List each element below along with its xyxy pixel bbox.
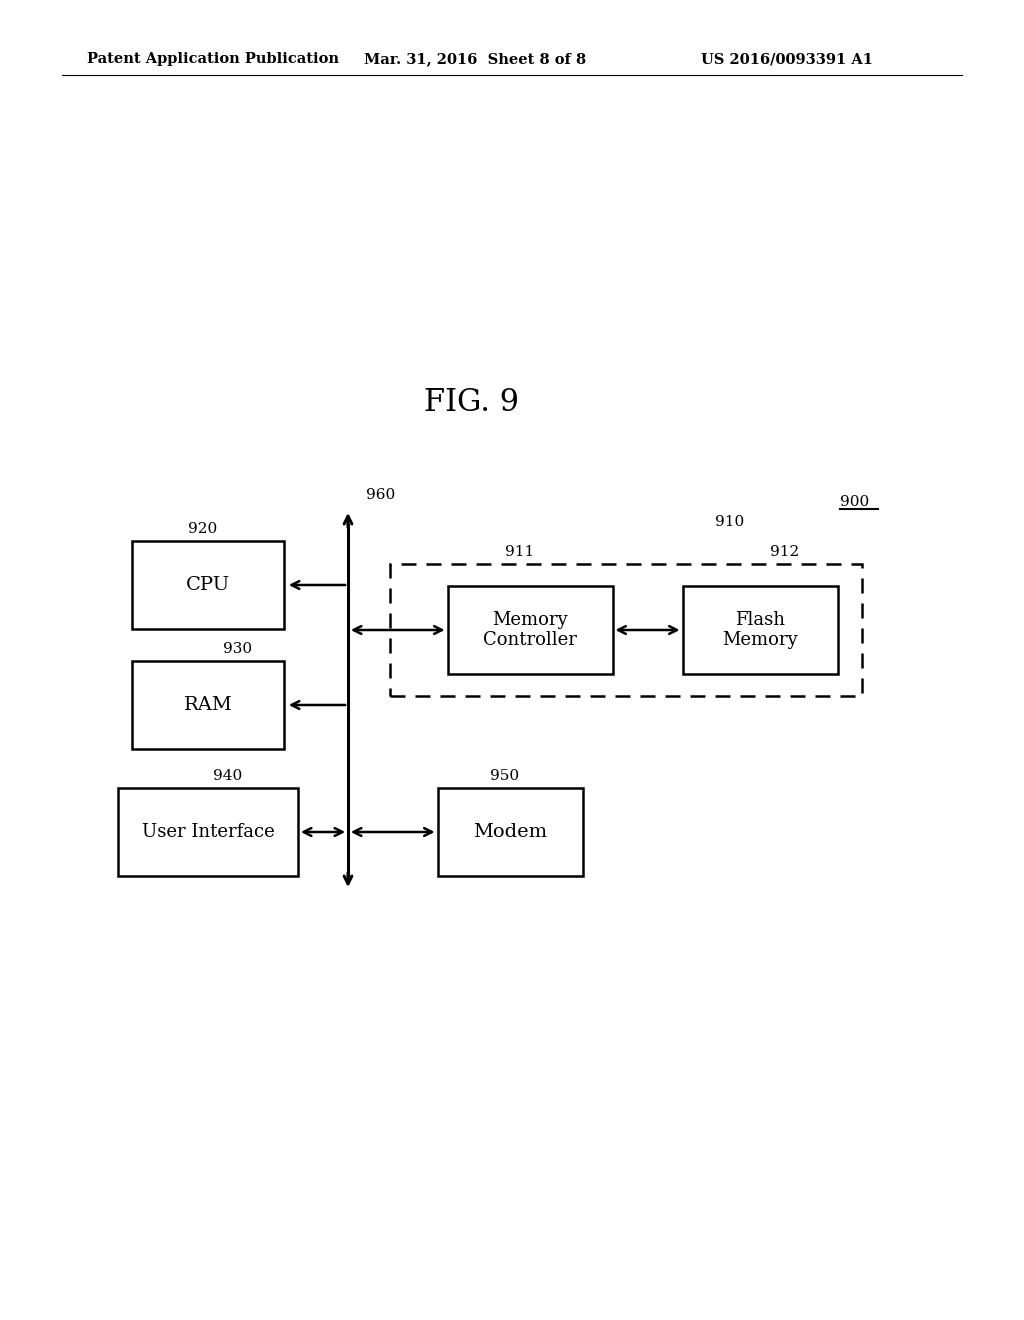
Text: Memory
Controller: Memory Controller xyxy=(483,611,577,649)
Text: User Interface: User Interface xyxy=(141,822,274,841)
Text: 911: 911 xyxy=(506,545,535,558)
Text: Patent Application Publication: Patent Application Publication xyxy=(87,53,339,66)
Text: 950: 950 xyxy=(490,770,519,783)
Text: 940: 940 xyxy=(213,770,243,783)
Bar xyxy=(132,661,284,748)
Text: 930: 930 xyxy=(223,642,253,656)
Text: 912: 912 xyxy=(770,545,800,558)
Text: US 2016/0093391 A1: US 2016/0093391 A1 xyxy=(701,53,873,66)
Text: 900: 900 xyxy=(840,495,869,510)
Text: Mar. 31, 2016  Sheet 8 of 8: Mar. 31, 2016 Sheet 8 of 8 xyxy=(364,53,586,66)
Bar xyxy=(118,788,298,876)
Text: FIG. 9: FIG. 9 xyxy=(424,387,518,418)
Bar xyxy=(683,586,838,675)
Bar xyxy=(437,788,583,876)
Bar xyxy=(447,586,612,675)
Text: 960: 960 xyxy=(366,488,395,502)
Bar xyxy=(132,541,284,630)
Text: 920: 920 xyxy=(188,521,218,536)
Text: 910: 910 xyxy=(716,515,744,529)
Text: Flash
Memory: Flash Memory xyxy=(722,611,798,649)
Bar xyxy=(390,564,862,696)
Text: CPU: CPU xyxy=(186,576,230,594)
Text: Modem: Modem xyxy=(473,822,547,841)
Text: RAM: RAM xyxy=(183,696,232,714)
